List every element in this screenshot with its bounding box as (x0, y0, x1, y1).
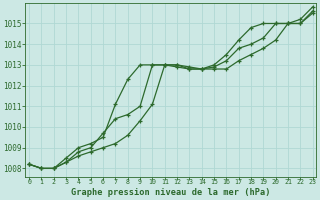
X-axis label: Graphe pression niveau de la mer (hPa): Graphe pression niveau de la mer (hPa) (71, 188, 271, 197)
